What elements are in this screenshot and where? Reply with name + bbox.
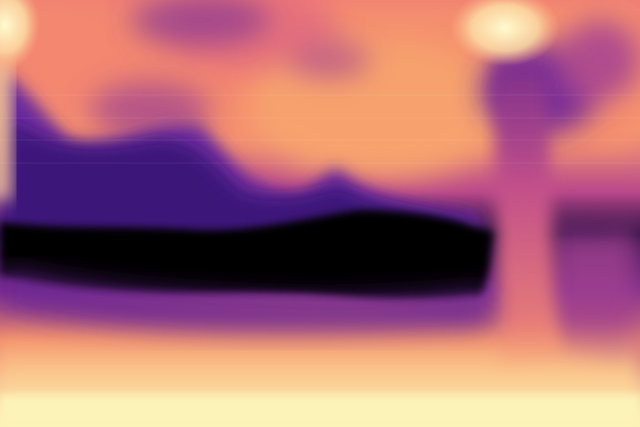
- left-edge-glow: [0, 60, 12, 200]
- right-pillar: [495, 60, 560, 380]
- upper-purple-streaks: [90, 0, 370, 138]
- bottom-cream-band: [0, 395, 640, 427]
- top-right-glow: [450, 0, 560, 66]
- scan-line-texture: [0, 94, 640, 164]
- central-black-core: [10, 231, 480, 290]
- top-left-bright-corner: [0, 0, 40, 70]
